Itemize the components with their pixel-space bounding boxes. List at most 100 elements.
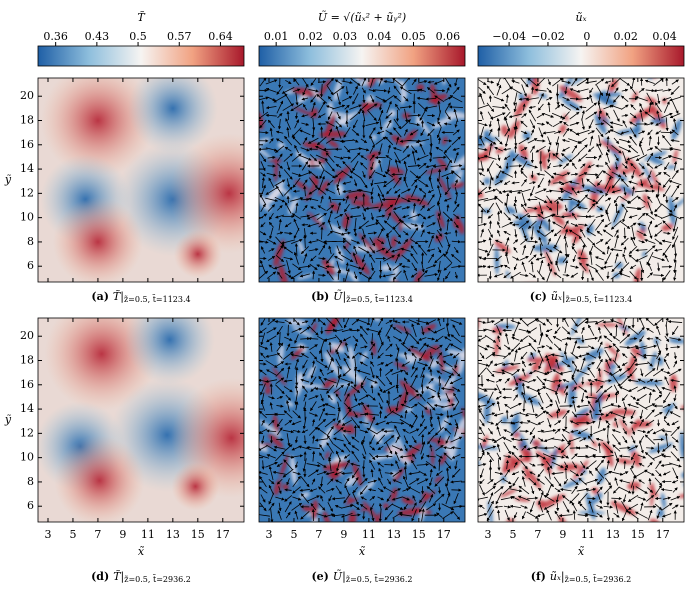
quiver-arrow: [325, 265, 335, 269]
quiver-arrow: [359, 103, 369, 112]
caption: (f) ũₓ|z̃=0.5, t̃=2936.2: [531, 570, 632, 584]
quiver-arrow: [267, 204, 276, 212]
field-streak: [372, 545, 399, 568]
quiver-arrow: [273, 264, 286, 270]
quiver-arrow: [342, 237, 352, 246]
colorbar-label: T̃: [137, 11, 146, 24]
quiver-arrow: [316, 212, 327, 220]
quiver-arrow: [291, 238, 303, 245]
quiver-arrow: [392, 262, 403, 271]
field-streak: [259, 189, 271, 212]
quiver-arrow: [361, 254, 366, 263]
field-streak: [371, 134, 377, 141]
field-streak: [304, 179, 320, 202]
quiver-arrow: [278, 218, 282, 231]
quiver-arrow: [352, 93, 359, 105]
quiver-arrow: [293, 218, 300, 231]
x-tick-label: 7: [315, 528, 322, 541]
caption-text: Ũ|: [333, 289, 346, 304]
caption-sub: z̃=0.5, t̃=2936.2: [565, 573, 632, 584]
quiver-arrow: [318, 244, 326, 255]
quiver-arrow: [401, 154, 411, 161]
x-tick-label: 3: [484, 528, 491, 541]
quiver-arrow: [403, 177, 408, 188]
quiver-arrow: [401, 206, 411, 210]
quiver-arrow: [318, 160, 325, 171]
quiver-arrow: [259, 78, 267, 87]
y-tick-label: 18: [20, 354, 34, 367]
quiver-arrow: [308, 240, 319, 244]
quiver-arrow: [403, 96, 409, 102]
colorbar: [477, 45, 685, 67]
quiver-arrow: [387, 212, 391, 221]
quiver-arrow: [367, 103, 378, 111]
field-streak: [300, 540, 315, 562]
caption-text: Ũ|: [333, 569, 346, 584]
quiver-arrow: [336, 111, 341, 120]
quiver-arrow: [402, 145, 409, 153]
colorbar-tick-label: 0.01: [264, 30, 289, 43]
quiver-arrow: [365, 206, 379, 211]
quiver-arrow: [416, 178, 429, 187]
x-tick-label: 5: [290, 528, 297, 541]
quiver-arrow: [349, 264, 362, 270]
x-tick-label: 13: [606, 528, 620, 541]
quiver-arrow: [420, 229, 425, 237]
x-tick-label: 11: [581, 528, 595, 541]
quiver-arrow: [310, 78, 317, 86]
quiver-arrow: [402, 214, 410, 219]
quiver-arrow: [399, 86, 412, 95]
quiver-arrow: [343, 127, 351, 138]
quiver-arrow: [410, 245, 418, 255]
colorbar-label: ũₓ: [576, 11, 587, 24]
quiver-arrow: [345, 120, 349, 128]
quiver-arrow: [353, 245, 358, 255]
quiver-arrow: [303, 234, 307, 249]
x-axis-label: x̃: [138, 545, 145, 558]
quiver-arrow: [404, 108, 409, 123]
quiver-arrow: [269, 127, 273, 137]
field-streak: [264, 187, 284, 204]
quiver-arrow: [351, 128, 360, 136]
quiver-arrow: [383, 220, 395, 230]
quiver-arrow: [411, 262, 417, 272]
field-streak: [333, 165, 351, 185]
field-streak: [350, 199, 373, 208]
colorbar-label: Ũ = √(ũₓ² + ũᵧ²): [318, 10, 406, 24]
field-blob: [52, 196, 143, 282]
quiver-arrow: [335, 120, 343, 128]
quiver-arrow: [320, 126, 324, 138]
quiver-arrow: [646, 446, 655, 450]
caption-text: T̃|: [113, 570, 124, 584]
quiver-arrow: [286, 161, 291, 171]
quiver-arrow: [309, 177, 318, 189]
quiver-arrow: [401, 78, 411, 88]
quiver-arrow: [334, 171, 343, 178]
quiver-arrow: [394, 103, 400, 111]
quiver-arrow: [387, 87, 391, 94]
quiver-arrow: [392, 270, 402, 280]
x-axis-label: x̃: [578, 545, 585, 558]
caption-text: ũₓ|: [550, 570, 565, 584]
quiver-arrow: [340, 254, 354, 263]
field-streak: [364, 101, 383, 108]
quiver-arrow: [283, 246, 293, 254]
quiver-arrow: [369, 135, 375, 146]
quiver-arrow: [409, 129, 419, 136]
quiver-arrow: [415, 138, 430, 144]
quiver-arrow: [383, 94, 395, 103]
quiver-arrow: [332, 104, 346, 110]
quiver-arrow: [410, 145, 418, 154]
quiver-arrow: [344, 203, 350, 213]
x-tick-label: 3: [265, 528, 272, 541]
quiver-arrow: [333, 156, 344, 160]
quiver-arrow: [654, 496, 662, 501]
x-tick-label: 11: [362, 528, 376, 541]
quiver-arrow: [335, 125, 342, 139]
quiver-arrow: [378, 109, 384, 122]
field-streak: [333, 79, 342, 102]
caption-text: T̃|: [113, 290, 124, 304]
quiver-arrow: [353, 195, 358, 204]
quiver-arrow: [417, 169, 428, 179]
field-streak: [329, 202, 340, 212]
